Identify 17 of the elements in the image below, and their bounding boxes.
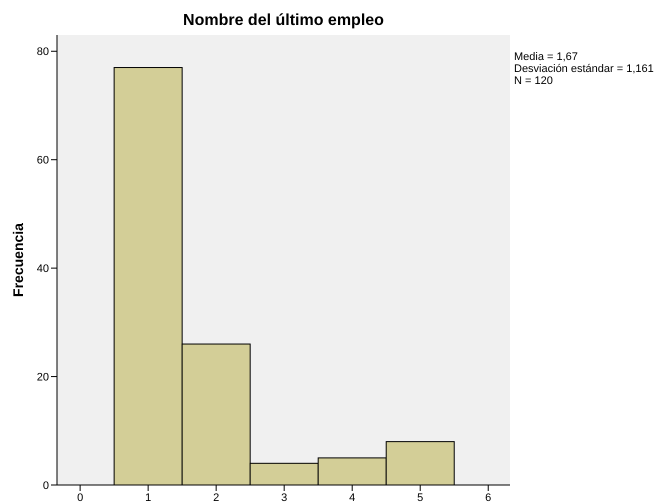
text: Desviación estándar = 1,161 <box>514 63 654 75</box>
y-tick-label: 0 <box>42 480 49 492</box>
x-tick-label: 6 <box>485 492 492 503</box>
text: Media = 1,67 <box>514 51 579 63</box>
x-tick-label: 3 <box>281 492 288 503</box>
x-tick-label: 0 <box>77 492 84 503</box>
y-axis-title: Frecuencia <box>10 222 26 297</box>
chart-title: Nombre del último empleo <box>182 12 385 30</box>
y-tick-label: 20 <box>36 371 49 384</box>
x-tick-label: 4 <box>349 492 356 503</box>
x-tick-label: 1 <box>145 492 152 503</box>
y-tick-label: 80 <box>36 46 49 58</box>
text: N = 120 <box>514 75 554 87</box>
y-tick-label: 40 <box>36 263 49 276</box>
y-tick-label: 60 <box>36 154 49 167</box>
x-tick-label: 2 <box>213 492 220 503</box>
x-tick-label: 5 <box>417 492 424 503</box>
